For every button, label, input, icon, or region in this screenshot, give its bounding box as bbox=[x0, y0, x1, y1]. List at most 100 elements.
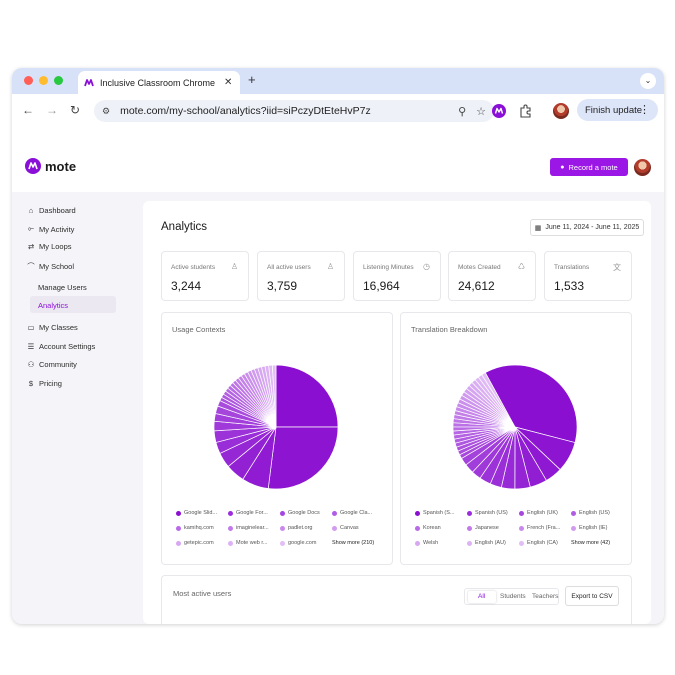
legend-item[interactable]: padlet.org bbox=[280, 525, 312, 531]
pie-slice[interactable] bbox=[275, 364, 339, 428]
mote-logo[interactable]: mote bbox=[25, 158, 76, 174]
legend-dot bbox=[519, 540, 524, 546]
tab-close-icon[interactable]: ✕ bbox=[224, 77, 233, 88]
date-range-picker[interactable]: ▦ June 11, 2024 - June 11, 2025 bbox=[530, 219, 644, 236]
sidebar-item-manage-users[interactable]: Manage Users bbox=[38, 283, 87, 292]
pie-slice[interactable] bbox=[484, 364, 578, 444]
show-more-button[interactable]: Show more (42) bbox=[571, 540, 611, 546]
sidebar-item-my-classes[interactable]: ▭ My Classes bbox=[26, 323, 78, 332]
sidebar-item-community[interactable]: ⚇ Community bbox=[26, 360, 77, 369]
finish-update-button[interactable]: Finish update ⋮ bbox=[577, 99, 658, 121]
reload-button[interactable]: ↻ bbox=[70, 103, 81, 117]
sidebar-item-analytics[interactable]: Analytics bbox=[38, 301, 69, 310]
sidebar-item-my-school[interactable]: ⌒ My School bbox=[26, 261, 74, 272]
analytics-content: Analytics ▦ June 11, 2024 - June 11, 202… bbox=[143, 201, 651, 624]
show-more-button[interactable]: Show more (210) bbox=[332, 540, 375, 546]
legend-item[interactable]: French (Fra... bbox=[519, 525, 560, 531]
user-avatar[interactable] bbox=[634, 159, 651, 176]
stat-value: 1,533 bbox=[554, 279, 585, 293]
tab-search-button[interactable]: ⌄ bbox=[640, 73, 656, 89]
sidebar-item-label: My Classes bbox=[39, 323, 78, 332]
legend-label: getepic.com bbox=[184, 540, 214, 546]
menu-dots-icon[interactable]: ⋮ bbox=[639, 104, 650, 116]
stat-value: 3,244 bbox=[171, 279, 202, 293]
maximize-window-button[interactable] bbox=[54, 76, 63, 85]
forward-button[interactable]: → bbox=[46, 103, 58, 117]
pie-slice[interactable] bbox=[267, 426, 339, 490]
legend-dot bbox=[332, 525, 337, 531]
legend-item[interactable]: Korean bbox=[415, 525, 441, 531]
legend-item[interactable]: Google Slid... bbox=[176, 510, 217, 516]
legend-item[interactable]: Spanish (S... bbox=[415, 510, 455, 516]
browser-tab[interactable]: Inclusive Classroom Chrome E ✕ bbox=[78, 71, 240, 94]
legend-item[interactable]: English (IE) bbox=[571, 525, 607, 531]
filter-teachers-button[interactable]: Teachers bbox=[532, 593, 559, 600]
browser-window: Inclusive Classroom Chrome E ✕ + ⌄ ← → ↻… bbox=[12, 68, 664, 624]
pie-slice[interactable] bbox=[271, 364, 277, 428]
sidebar-item-my-loops[interactable]: ⇄ My Loops bbox=[26, 242, 72, 251]
legend-dot bbox=[519, 525, 524, 531]
sidebar: ⌂ Dashboard ⟜ My Activity ⇄ My Loops ⌒ M… bbox=[12, 192, 132, 624]
filter-all-button[interactable]: All bbox=[478, 593, 486, 600]
window-controls bbox=[24, 76, 63, 85]
translation-breakdown-title: Translation Breakdown bbox=[411, 325, 488, 334]
legend-dot bbox=[467, 525, 472, 531]
mote-extension-icon[interactable] bbox=[492, 104, 506, 118]
filter-students-button[interactable]: Students bbox=[500, 593, 526, 600]
profile-avatar[interactable] bbox=[553, 103, 569, 119]
sidebar-item-dashboard[interactable]: ⌂ Dashboard bbox=[26, 206, 76, 215]
legend-item[interactable]: Canvas bbox=[332, 525, 359, 531]
pie-slice[interactable] bbox=[481, 372, 516, 428]
legend-dot bbox=[571, 510, 576, 516]
legend-label: Korean bbox=[423, 525, 441, 531]
legend-item[interactable]: English (UK) bbox=[519, 510, 558, 516]
zoom-icon[interactable]: ⚲ bbox=[458, 105, 467, 118]
legend-label: Spanish (US) bbox=[475, 510, 508, 516]
legend-item[interactable]: imaginelear... bbox=[228, 525, 269, 531]
url-text[interactable]: mote.com/my-school/analytics?iid=siPczyD… bbox=[120, 105, 371, 117]
logo-text: mote bbox=[45, 158, 77, 174]
extensions-puzzle-icon[interactable] bbox=[518, 104, 532, 118]
sidebar-item-label: My School bbox=[39, 262, 75, 271]
classes-icon: ▭ bbox=[27, 323, 35, 332]
legend-item[interactable]: Google For... bbox=[228, 510, 268, 516]
record-mote-button[interactable]: ● Record a mote bbox=[550, 158, 628, 176]
legend-item[interactable]: Japanese bbox=[467, 525, 499, 531]
bookmark-star-icon[interactable]: ☆ bbox=[476, 105, 486, 118]
legend-item[interactable]: kamihq.com bbox=[176, 525, 214, 531]
sidebar-item-label: My Activity bbox=[39, 224, 75, 234]
sidebar-item-account-settings[interactable]: ☰ Account Settings bbox=[26, 342, 96, 351]
finish-update-label: Finish update bbox=[585, 104, 643, 116]
legend-item[interactable]: English (CA) bbox=[519, 540, 558, 546]
legend-item[interactable]: Google Cla... bbox=[332, 510, 372, 516]
loop-icon: ⇄ bbox=[27, 242, 35, 251]
legend-label: English (UK) bbox=[527, 510, 558, 516]
legend-dot bbox=[415, 510, 420, 516]
back-button[interactable]: ← bbox=[22, 103, 34, 117]
legend-item[interactable]: Welsh bbox=[415, 540, 438, 546]
legend-item[interactable]: google.com bbox=[280, 540, 316, 546]
new-tab-button[interactable]: + bbox=[248, 72, 256, 87]
address-bar[interactable]: ⚙ mote.com/my-school/analytics?iid=siPcz… bbox=[94, 100, 494, 122]
site-settings-icon[interactable]: ⚙ bbox=[102, 105, 111, 116]
microphone-icon: ● bbox=[560, 163, 565, 171]
legend-item[interactable]: Spanish (US) bbox=[467, 510, 508, 516]
legend-item[interactable]: getepic.com bbox=[176, 540, 214, 546]
sidebar-item-pricing[interactable]: $ Pricing bbox=[26, 379, 62, 388]
dollar-icon: $ bbox=[28, 379, 34, 388]
stat-card-all-active-users: All active users ♙ 3,759 bbox=[257, 251, 345, 301]
legend-label: English (IE) bbox=[579, 525, 608, 531]
legend-label: Mote web r... bbox=[236, 540, 268, 546]
sidebar-item-my-activity[interactable]: ⟜ My Activity bbox=[26, 224, 74, 234]
sidebar-active-highlight bbox=[30, 296, 116, 313]
home-icon: ⌂ bbox=[28, 206, 34, 215]
legend-label: English (AU) bbox=[475, 540, 506, 546]
legend-item[interactable]: English (US) bbox=[571, 510, 610, 516]
school-icon: ⌒ bbox=[27, 262, 35, 271]
close-window-button[interactable] bbox=[24, 76, 33, 85]
legend-item[interactable]: English (AU) bbox=[467, 540, 506, 546]
legend-item[interactable]: Google Docs bbox=[280, 510, 320, 516]
legend-item[interactable]: Mote web r... bbox=[228, 540, 268, 546]
minimize-window-button[interactable] bbox=[39, 76, 48, 85]
export-csv-button[interactable]: Export to CSV bbox=[565, 586, 619, 606]
